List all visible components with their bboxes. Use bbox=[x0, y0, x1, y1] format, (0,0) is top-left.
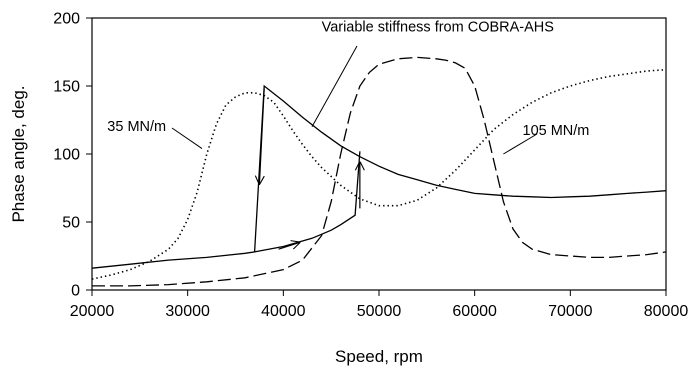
y-tick-label: 0 bbox=[71, 283, 80, 300]
series-line-3 bbox=[254, 151, 361, 253]
annotation-leader-line bbox=[311, 45, 358, 128]
y-tick-label: 200 bbox=[53, 11, 80, 28]
plot-area-frame bbox=[91, 17, 667, 291]
annotation-label: Variable stiffness from COBRA-AHS bbox=[322, 20, 554, 36]
x-tick-label: 30000 bbox=[165, 303, 210, 320]
series-line-1 bbox=[92, 56, 667, 287]
x-tick-label: 60000 bbox=[452, 303, 497, 320]
x-axis-title: Speed, rpm bbox=[335, 347, 423, 366]
annotation-label: 35 MN/m bbox=[107, 119, 166, 135]
x-tick-label: 40000 bbox=[261, 303, 306, 320]
series-line-0 bbox=[91, 68, 667, 280]
arrow bbox=[259, 88, 265, 184]
x-tick-label: 80000 bbox=[644, 303, 689, 320]
x-tick-label: 70000 bbox=[548, 303, 593, 320]
y-tick-label: 50 bbox=[62, 215, 80, 232]
y-tick-label: 100 bbox=[53, 147, 80, 164]
axes: 20000 30000 40000 50000 60000 70000 80000 0 50 10… bbox=[9, 11, 688, 367]
x-tick-label: 20000 bbox=[70, 303, 115, 320]
series-line-2 bbox=[91, 84, 667, 269]
x-tick-label: 50000 bbox=[357, 303, 402, 320]
series-group bbox=[91, 56, 667, 287]
arrow bbox=[278, 242, 300, 250]
annotation-group: Variable stiffness from COBRA-AHS 35 MN/m… bbox=[107, 20, 589, 250]
annotation-leader-line bbox=[171, 127, 203, 149]
y-tick-label: 150 bbox=[53, 79, 80, 96]
annotation-label: 105 MN/m bbox=[523, 123, 590, 139]
y-axis-title: Phase angle, deg. bbox=[9, 85, 28, 222]
annotation-leader-line bbox=[503, 133, 538, 155]
